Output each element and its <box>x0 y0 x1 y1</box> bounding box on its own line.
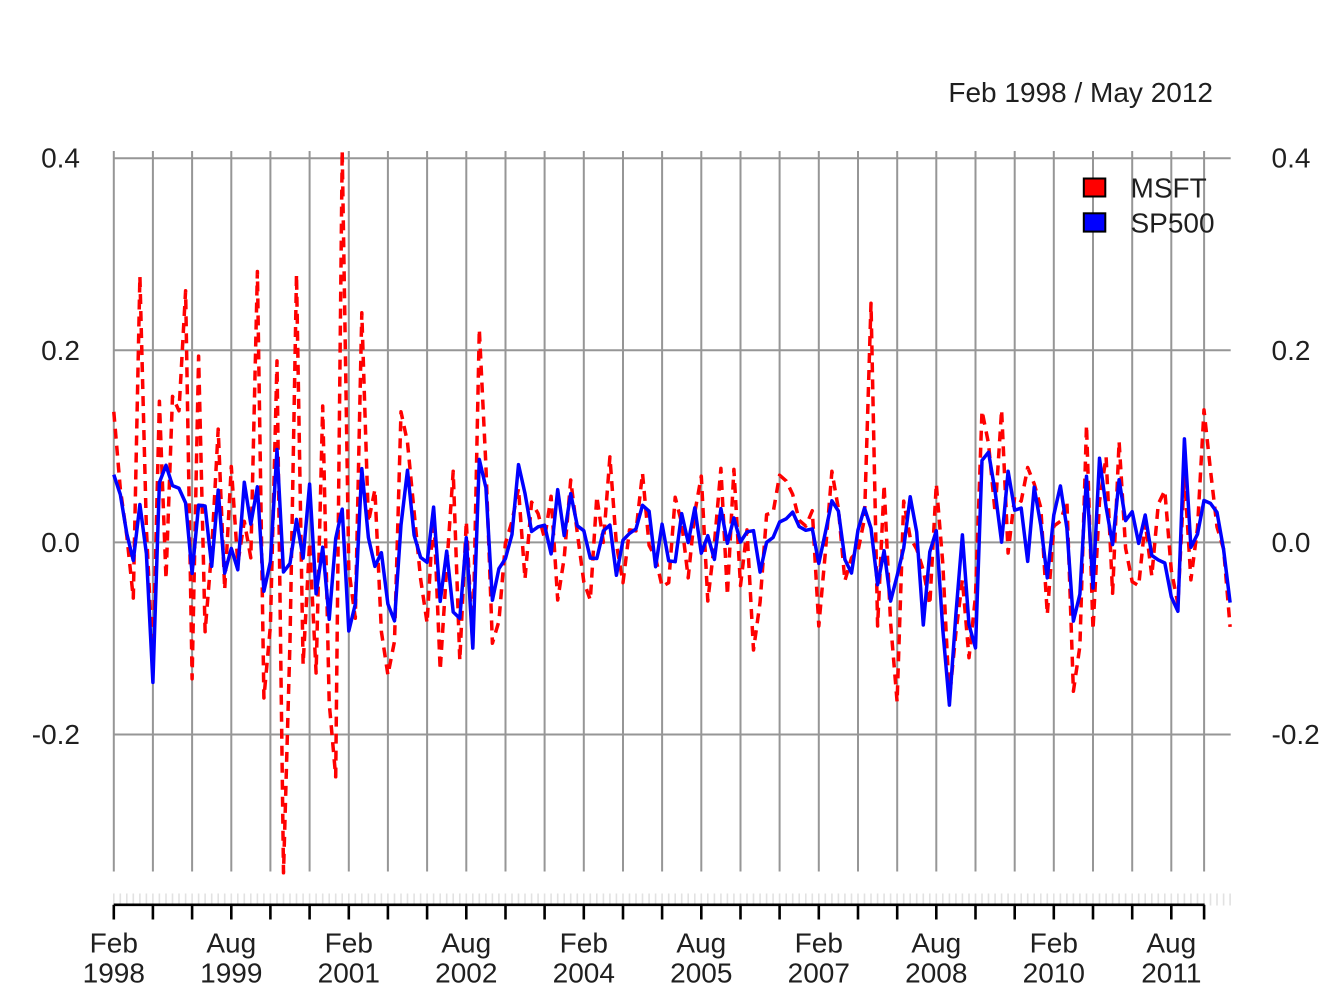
svg-text:Feb: Feb <box>795 928 843 959</box>
svg-text:Feb: Feb <box>90 928 138 959</box>
svg-text:2002: 2002 <box>435 958 497 989</box>
svg-text:0.2: 0.2 <box>1272 335 1311 366</box>
svg-text:Aug: Aug <box>1146 928 1196 959</box>
svg-text:Aug: Aug <box>206 928 256 959</box>
svg-text:2011: 2011 <box>1141 958 1201 989</box>
svg-text:1999: 1999 <box>200 958 262 989</box>
svg-text:Aug: Aug <box>441 928 491 959</box>
svg-text:MSFT: MSFT <box>1131 173 1207 204</box>
svg-text:Feb: Feb <box>1030 928 1078 959</box>
svg-text:Feb: Feb <box>560 928 608 959</box>
svg-text:Feb 1998 / May 2012: Feb 1998 / May 2012 <box>948 77 1213 108</box>
svg-text:0.4: 0.4 <box>1272 143 1311 174</box>
svg-text:2001: 2001 <box>318 958 380 989</box>
svg-text:0.0: 0.0 <box>41 527 80 558</box>
svg-text:2007: 2007 <box>788 958 850 989</box>
svg-text:2005: 2005 <box>670 958 732 989</box>
svg-text:0.4: 0.4 <box>41 143 80 174</box>
svg-text:1998: 1998 <box>83 958 145 989</box>
svg-text:2004: 2004 <box>553 958 615 989</box>
svg-text:-0.2: -0.2 <box>32 719 80 750</box>
svg-text:Feb: Feb <box>325 928 373 959</box>
svg-text:Aug: Aug <box>676 928 726 959</box>
svg-text:Aug: Aug <box>911 928 961 959</box>
svg-text:2008: 2008 <box>905 958 967 989</box>
svg-text:0.0: 0.0 <box>1272 527 1311 558</box>
svg-text:SP500: SP500 <box>1131 208 1215 239</box>
svg-text:2010: 2010 <box>1023 958 1085 989</box>
svg-text:0.2: 0.2 <box>41 335 80 366</box>
svg-text:-0.2: -0.2 <box>1272 719 1320 750</box>
